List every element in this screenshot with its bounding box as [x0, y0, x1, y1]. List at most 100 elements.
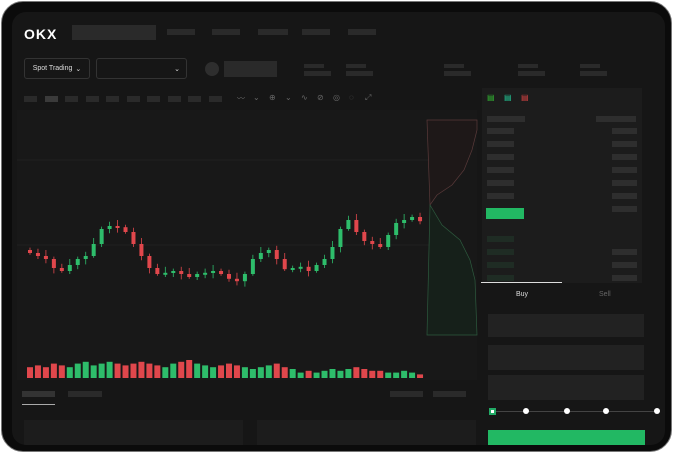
tab-buy[interactable]: Buy — [516, 291, 529, 298]
candle — [346, 220, 351, 229]
drawing-tool-icon[interactable]: ∿ — [301, 93, 308, 102]
volume-bar — [226, 363, 232, 378]
drawing-tool-icon[interactable]: ⤢ — [365, 93, 372, 102]
nav-item[interactable] — [258, 29, 288, 35]
candle — [83, 256, 88, 259]
nav-item[interactable] — [302, 29, 330, 35]
pair-name — [224, 61, 277, 77]
search-bar[interactable] — [72, 25, 156, 40]
volume-bar — [74, 363, 81, 378]
volume-bar — [305, 370, 312, 378]
chevron-down-icon: ⌄ — [174, 65, 180, 73]
candle — [266, 250, 271, 253]
timeframe-button[interactable] — [106, 96, 119, 102]
chevron-down-icon: ⌄ — [75, 65, 82, 73]
candle — [123, 227, 128, 232]
volume-bar — [178, 361, 185, 378]
stat-value — [580, 71, 607, 76]
orderbook-both-icon[interactable]: ▤ — [487, 93, 495, 102]
drawing-tool-icon[interactable]: ⌄ — [253, 93, 260, 102]
candle — [282, 259, 287, 270]
stat-value — [304, 71, 331, 76]
volume-bar — [218, 365, 225, 378]
timeframe-button[interactable] — [208, 96, 222, 102]
candle — [43, 256, 48, 259]
slider-stop-100[interactable] — [654, 408, 660, 414]
total-input[interactable] — [488, 375, 644, 400]
amount-slider[interactable] — [489, 408, 660, 415]
drawing-tool-icon[interactable]: ⊕ — [269, 93, 276, 102]
candle — [242, 274, 247, 282]
candle — [147, 256, 152, 268]
slider-stop-50[interactable] — [564, 408, 570, 414]
orderbook-bids-icon[interactable]: ▤ — [504, 93, 512, 102]
timeframe-button[interactable] — [85, 96, 99, 102]
volume-bar — [337, 370, 344, 378]
volume-bar — [162, 367, 169, 378]
timeframe-button[interactable] — [44, 96, 58, 102]
drawing-tool-icon[interactable]: 〰 — [237, 94, 245, 103]
ask-amount — [612, 141, 637, 147]
volume-bar — [42, 367, 49, 378]
timeframe-button[interactable] — [24, 96, 37, 102]
slider-handle[interactable] — [489, 408, 496, 415]
timeframe-button[interactable] — [147, 96, 160, 102]
candle — [378, 244, 383, 247]
timeframe-button[interactable] — [188, 96, 201, 102]
amount-input[interactable] — [488, 345, 644, 370]
candlestick-chart[interactable] — [12, 110, 482, 390]
candle — [195, 274, 200, 277]
candle — [203, 272, 208, 275]
stat-label — [346, 64, 366, 68]
volume-bar — [329, 369, 336, 378]
candle — [234, 278, 239, 282]
tab-open-orders[interactable] — [22, 391, 55, 397]
drawing-tool-icon[interactable]: ⊘ — [317, 93, 324, 102]
candle — [28, 250, 32, 253]
filter-button[interactable] — [390, 391, 423, 397]
volume-bar — [106, 361, 113, 378]
volume-bar — [361, 369, 368, 378]
stat-label — [518, 64, 538, 68]
tab-sell[interactable]: Sell — [599, 291, 611, 298]
volume-bar — [345, 369, 352, 378]
candle — [410, 217, 415, 220]
timeframe-button[interactable] — [167, 96, 181, 102]
nav-item[interactable] — [167, 29, 195, 35]
ask-amount — [612, 180, 637, 186]
ask-amount — [612, 193, 637, 199]
timeframe-button[interactable] — [126, 96, 140, 102]
volume-bar — [297, 372, 304, 378]
volume-bar — [321, 370, 328, 378]
slider-stop-75[interactable] — [603, 408, 609, 414]
ask-amount — [612, 128, 637, 134]
volume-bar — [114, 363, 121, 378]
market-select[interactable]: Spot Trading ⌄ — [24, 58, 90, 79]
tab-history[interactable] — [68, 391, 102, 397]
volume-bar — [409, 372, 416, 378]
nav-item[interactable] — [348, 29, 376, 35]
orderbook-asks-icon[interactable]: ▤ — [521, 93, 529, 102]
drawing-tool-icon[interactable]: ◎ — [333, 93, 340, 102]
slider-stop-25[interactable] — [523, 408, 529, 414]
volume-bar — [202, 365, 209, 378]
bid-price — [487, 275, 514, 281]
price-input[interactable] — [488, 314, 644, 337]
pair-select[interactable]: ⌄ — [96, 58, 187, 79]
volume-bar — [273, 363, 280, 378]
volume-bar — [401, 370, 408, 378]
candle — [171, 271, 176, 273]
ask-amount — [612, 206, 637, 212]
candle — [163, 272, 168, 275]
drawing-tool-icon[interactable]: ◌ — [349, 93, 354, 102]
nav-item[interactable] — [212, 29, 240, 35]
volume-bar — [393, 372, 400, 378]
drawing-tool-icon[interactable]: ⌄ — [285, 93, 292, 102]
timeframe-button[interactable] — [65, 96, 78, 102]
volume-bar — [122, 365, 129, 378]
volume-bar — [281, 367, 288, 378]
filter-button[interactable] — [433, 391, 466, 397]
buy-submit-button[interactable] — [488, 430, 645, 445]
candle — [131, 232, 136, 244]
